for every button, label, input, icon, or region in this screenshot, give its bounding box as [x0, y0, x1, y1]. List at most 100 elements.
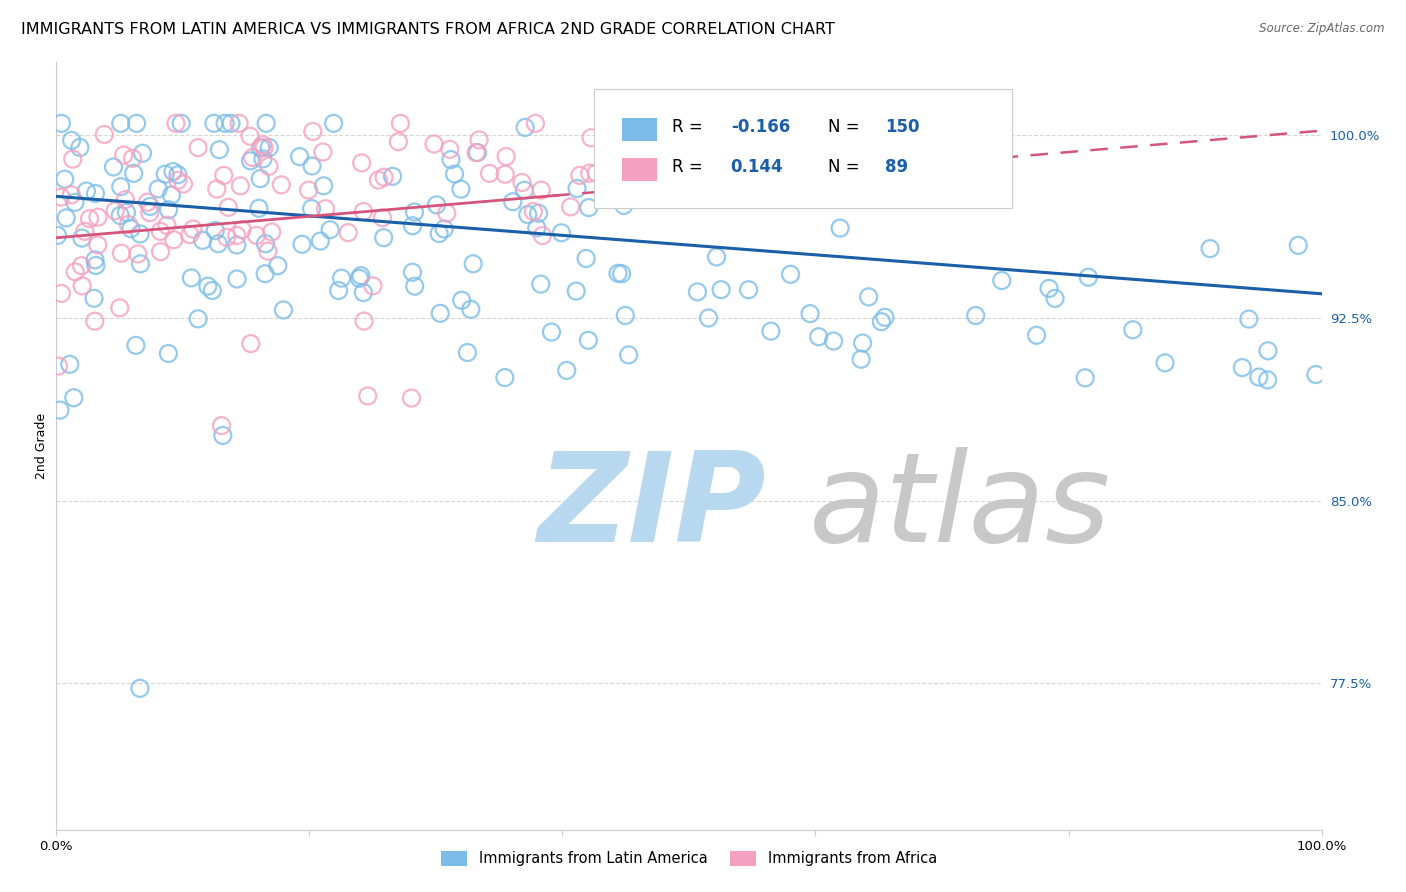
- Point: [1074, 371, 1097, 385]
- Point: [114, 193, 136, 207]
- Point: [157, 346, 180, 360]
- Point: [737, 283, 759, 297]
- Text: N =: N =: [828, 118, 865, 136]
- Point: [254, 267, 277, 281]
- Point: [267, 259, 290, 273]
- Point: [139, 199, 162, 213]
- Point: [785, 184, 807, 198]
- Point: [322, 116, 344, 130]
- Point: [297, 183, 319, 197]
- Point: [585, 166, 607, 180]
- Point: [389, 116, 412, 130]
- Point: [478, 166, 501, 180]
- Point: [225, 238, 247, 252]
- Point: [337, 226, 360, 240]
- Point: [149, 224, 172, 238]
- Point: [526, 220, 548, 235]
- Point: [301, 124, 323, 138]
- Point: [560, 200, 582, 214]
- Point: [155, 167, 177, 181]
- Point: [579, 130, 602, 145]
- Point: [103, 160, 125, 174]
- Point: [139, 205, 162, 219]
- Point: [125, 116, 148, 130]
- Point: [456, 345, 478, 359]
- Point: [84, 186, 107, 201]
- Point: [309, 234, 332, 248]
- Point: [201, 284, 224, 298]
- Point: [121, 151, 143, 165]
- Point: [205, 182, 228, 196]
- Point: [229, 178, 252, 193]
- Point: [858, 290, 880, 304]
- Point: [830, 221, 852, 235]
- Point: [239, 336, 262, 351]
- Point: [565, 181, 588, 195]
- Point: [51, 116, 73, 130]
- Point: [1237, 312, 1260, 326]
- Point: [465, 145, 488, 160]
- Point: [510, 176, 533, 190]
- Point: [502, 194, 524, 209]
- Point: [610, 267, 633, 281]
- Point: [110, 246, 132, 260]
- Point: [664, 157, 686, 171]
- Point: [423, 136, 446, 151]
- Point: [49, 190, 72, 204]
- Point: [46, 228, 69, 243]
- Point: [254, 236, 277, 251]
- Point: [180, 271, 202, 285]
- Point: [524, 116, 547, 130]
- Point: [353, 314, 375, 328]
- Point: [122, 166, 145, 180]
- Point: [60, 133, 83, 147]
- Point: [55, 211, 77, 225]
- Point: [350, 156, 373, 170]
- Point: [204, 224, 226, 238]
- Point: [513, 120, 536, 135]
- Point: [565, 284, 588, 298]
- Point: [187, 311, 209, 326]
- Point: [350, 268, 373, 283]
- Point: [156, 219, 179, 233]
- Point: [429, 306, 451, 320]
- Point: [70, 259, 93, 273]
- Point: [626, 145, 648, 160]
- Point: [330, 271, 353, 285]
- Point: [219, 116, 242, 130]
- Point: [146, 182, 169, 196]
- Point: [120, 221, 142, 235]
- Legend: Immigrants from Latin America, Immigrants from Africa: Immigrants from Latin America, Immigrant…: [436, 845, 942, 872]
- Point: [555, 363, 578, 377]
- Point: [207, 236, 229, 251]
- Point: [312, 145, 335, 159]
- Point: [849, 352, 872, 367]
- Point: [1286, 238, 1309, 252]
- Point: [468, 133, 491, 147]
- Point: [273, 302, 295, 317]
- Point: [51, 286, 73, 301]
- Point: [312, 178, 335, 193]
- Point: [450, 293, 472, 308]
- Text: R =: R =: [672, 158, 714, 177]
- Point: [260, 225, 283, 239]
- Point: [1305, 368, 1327, 382]
- Point: [75, 184, 97, 198]
- Point: [440, 153, 463, 167]
- Point: [550, 226, 572, 240]
- Text: Source: ZipAtlas.com: Source: ZipAtlas.com: [1260, 22, 1385, 36]
- Point: [697, 310, 720, 325]
- Point: [614, 309, 637, 323]
- Point: [439, 142, 461, 156]
- Point: [433, 222, 456, 236]
- Point: [710, 283, 733, 297]
- Point: [759, 324, 782, 338]
- Point: [87, 238, 110, 252]
- Point: [288, 150, 311, 164]
- Point: [1257, 343, 1279, 358]
- Point: [215, 230, 238, 244]
- Point: [228, 116, 250, 130]
- Point: [179, 227, 201, 242]
- Point: [129, 257, 152, 271]
- Point: [170, 116, 193, 130]
